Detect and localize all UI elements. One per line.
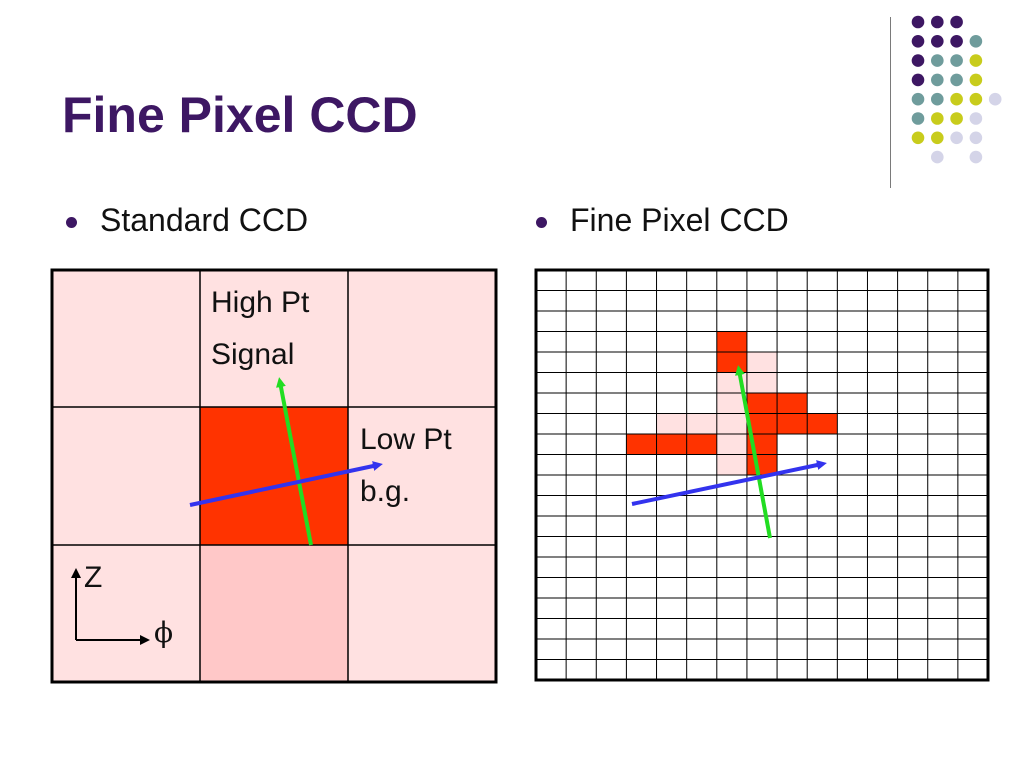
- bullet-standard-ccd: Standard CCD: [66, 202, 309, 239]
- decor-dot: [950, 15, 963, 29]
- fine-pixel-hit-strong: [807, 413, 838, 434]
- standard-ccd-cell: [200, 545, 348, 682]
- decor-dot: [931, 73, 944, 87]
- standard-ccd-cell: [52, 407, 200, 545]
- standard-ccd-cell: [52, 545, 200, 682]
- decor-dot: [950, 92, 963, 106]
- decor-dot: [969, 112, 983, 125]
- decor-dot: [988, 92, 1002, 106]
- decor-dot: [911, 54, 925, 67]
- decor-dot: [911, 35, 925, 48]
- fine-pixel-hit-strong: [716, 352, 747, 373]
- standard-ccd-cell: [200, 270, 348, 407]
- standard-ccd-cell: [348, 407, 496, 545]
- fine-pixel-hit-strong: [746, 454, 778, 475]
- fine-pixel-hit-light: [716, 454, 747, 475]
- decor-dot: [911, 92, 925, 106]
- signal-label-line2: Signal: [211, 338, 294, 371]
- fine-pixel-hit-light: [716, 434, 747, 455]
- standard-ccd-cell: [348, 270, 496, 407]
- decor-dot: [950, 54, 963, 67]
- fine-pixel-hit-strong: [777, 413, 808, 434]
- fine-signal-track-arrow: [734, 365, 772, 539]
- standard-ccd-cell: [348, 545, 496, 682]
- background-label-line2: b.g.: [360, 475, 410, 508]
- phi-axis-label: ϕ: [154, 616, 173, 649]
- z-axis-label: Z: [84, 561, 102, 594]
- bullet-standard-ccd-label: Standard CCD: [100, 202, 309, 238]
- slide-title: Fine Pixel CCD: [62, 87, 418, 143]
- fine-pixel-hit-strong: [686, 434, 717, 455]
- fine-pixel-hit-strong: [746, 393, 778, 414]
- fine-pixel-hit-light: [746, 372, 778, 393]
- decor-dot: [931, 131, 944, 145]
- decor-dot: [950, 112, 963, 125]
- fine-background-track-arrow: [631, 460, 827, 506]
- decor-dot: [911, 15, 925, 29]
- bullet-dot-icon: [536, 217, 547, 228]
- fine-pixel-hit-strong: [716, 331, 747, 352]
- background-label-line1: Low Pt: [360, 423, 452, 456]
- signal-track-arrow: [276, 377, 313, 546]
- decor-dot: [969, 35, 983, 48]
- decor-dot: [931, 35, 944, 48]
- standard-ccd-panel: High Pt Signal Low Pt b.g. Z ϕ: [50, 268, 498, 684]
- decor-dot: [950, 73, 963, 87]
- fine-pixel-hit-light: [746, 352, 778, 373]
- decor-dot: [931, 112, 944, 125]
- fine-pixel-hit-light: [656, 413, 687, 434]
- fine-pixel-hit-strong: [777, 393, 808, 414]
- bullet-fine-pixel-ccd-label: Fine Pixel CCD: [570, 202, 789, 238]
- decor-dot: [911, 73, 925, 87]
- decor-dot: [969, 54, 983, 67]
- fine-pixel-hit-light: [716, 393, 747, 414]
- signal-label-line1: High Pt: [211, 286, 310, 319]
- bullet-dot-icon: [66, 217, 77, 228]
- decor-dot: [911, 112, 925, 125]
- standard-ccd-border: [50, 268, 498, 684]
- fine-pixel-hit-strong: [746, 413, 778, 434]
- decor-dot: [969, 131, 983, 145]
- decor-dot: [931, 150, 944, 164]
- fine-pixel-ccd-border: [534, 268, 990, 682]
- fine-pixel-hit-light: [686, 413, 717, 434]
- title-divider-line: [890, 17, 891, 188]
- decor-dot: [969, 150, 983, 164]
- decor-dot: [969, 92, 983, 106]
- decor-dot: [950, 35, 963, 48]
- decor-dot: [950, 131, 963, 145]
- fine-pixel-hit-strong: [626, 434, 657, 455]
- fine-pixel-ccd-panel: [534, 268, 990, 682]
- background-track-arrow: [189, 461, 383, 507]
- decor-dot: [931, 54, 944, 67]
- bullet-fine-pixel-ccd: Fine Pixel CCD: [536, 202, 789, 239]
- decor-dot: [911, 131, 925, 145]
- fine-pixel-hit-light: [716, 413, 747, 434]
- decor-dot: [969, 73, 983, 87]
- corner-dot-decoration: [911, 15, 1002, 164]
- decor-dot: [931, 92, 944, 106]
- decor-dot: [931, 15, 944, 29]
- standard-ccd-cell: [52, 270, 200, 407]
- fine-pixel-hit-strong: [656, 434, 687, 455]
